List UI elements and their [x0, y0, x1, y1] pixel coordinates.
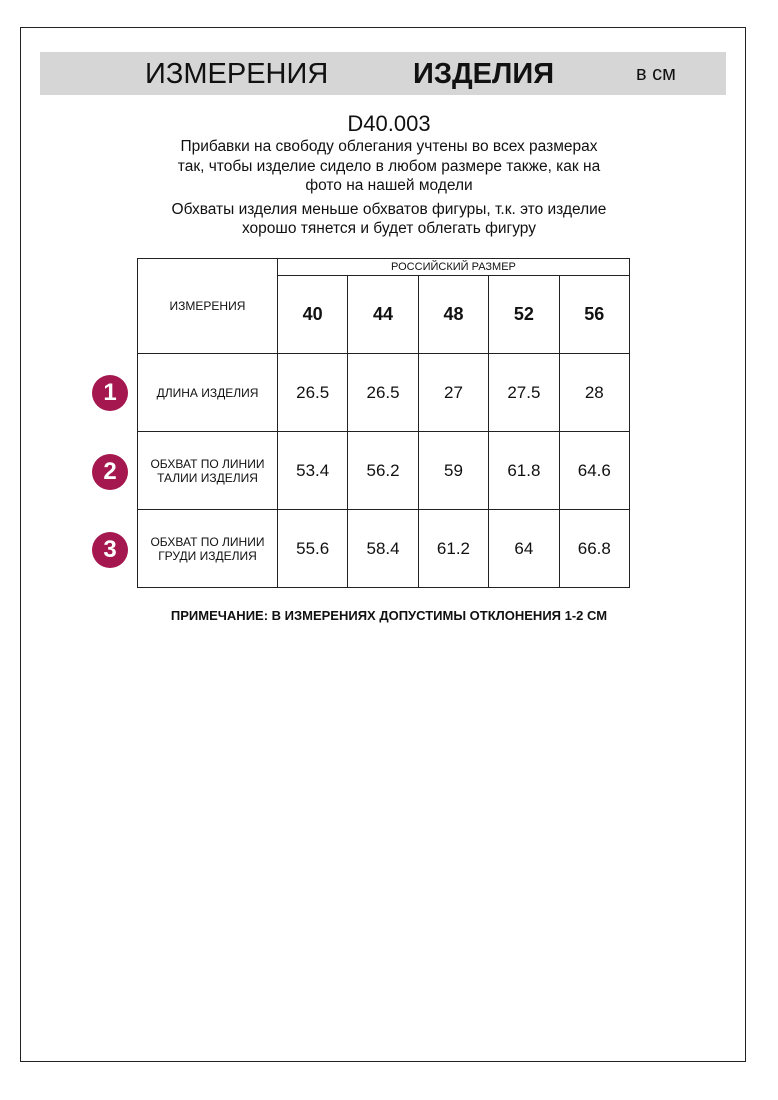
size-header: 52	[488, 275, 560, 354]
measurement-value: 53.4	[276, 431, 349, 510]
row-label: ОБХВАТ ПО ЛИНИИ ТАЛИИ ИЗДЕЛИЯ	[137, 431, 278, 510]
measurement-value: 58.4	[347, 509, 419, 588]
measurement-value: 27	[417, 353, 490, 432]
row-label: ОБХВАТ ПО ЛИНИИ ГРУДИ ИЗДЕЛИЯ	[137, 509, 278, 588]
title-banner: ИЗМЕРЕНИЯ ИЗДЕЛИЯ в см	[40, 52, 726, 95]
measurement-value: 64	[488, 509, 560, 588]
table-row: ОБХВАТ ПО ЛИНИИ ТАЛИИ ИЗДЕЛИЯ 53.4 56.2 59 6…	[137, 431, 631, 510]
measurement-value: 27.5	[488, 353, 560, 432]
size-header: 40	[276, 275, 349, 354]
size-header: 48	[417, 275, 490, 354]
measurement-value: 61.2	[417, 509, 490, 588]
group-header: РОССИЙСКИЙ РАЗМЕР	[276, 258, 631, 276]
size-table: ИЗМЕРЕНИЯ РОССИЙСКИЙ РАЗМЕР 40 44 48 52 56 Д…	[137, 258, 631, 588]
corner-header: ИЗМЕРЕНИЯ	[137, 258, 278, 354]
row-number-badge: 3	[92, 532, 128, 568]
note-line: хорошо тянется и будет облегать фигуру	[241, 220, 536, 237]
measurement-value: 66.8	[558, 509, 631, 588]
note-line: фото на нашей модели	[305, 177, 473, 194]
measurement-value: 26.5	[347, 353, 419, 432]
footnote: ПРИМЕЧАНИЕ: В ИЗМЕРЕНИЯХ ДОПУСТИМЫ ОТКЛО…	[170, 608, 608, 623]
measurement-value: 26.5	[276, 353, 349, 432]
row-label: ДЛИНА ИЗДЕЛИЯ	[137, 353, 278, 432]
note-line: Обхваты изделия меньше обхватов фигуры, …	[171, 201, 607, 218]
measurement-value: 55.6	[276, 509, 349, 588]
measurement-value: 59	[417, 431, 490, 510]
size-header: 44	[347, 275, 419, 354]
row-number-badge: 1	[92, 375, 128, 411]
title-product: ИЗДЕЛИЯ	[413, 58, 555, 90]
measurement-value: 64.6	[558, 431, 631, 510]
measurement-value: 56.2	[347, 431, 419, 510]
size-header: 56	[558, 275, 631, 354]
note-line: Прибавки на свободу облегания учтены во …	[180, 138, 598, 155]
page-frame	[20, 27, 746, 1062]
table-row: ДЛИНА ИЗДЕЛИЯ 26.5 26.5 27 27.5 28	[137, 353, 631, 432]
row-number-badge: 2	[92, 453, 128, 490]
measurement-value: 61.8	[488, 431, 560, 510]
units-label: в см	[636, 63, 676, 85]
product-code: D40.003	[347, 111, 431, 136]
title-measurements: ИЗМЕРЕНИЯ	[145, 58, 329, 90]
table-row: ОБХВАТ ПО ЛИНИИ ГРУДИ ИЗДЕЛИЯ 55.6 58.4 61.…	[137, 509, 631, 588]
note-line: так, чтобы изделие сидело в любом размер…	[177, 158, 601, 175]
measurement-value: 28	[558, 353, 631, 432]
